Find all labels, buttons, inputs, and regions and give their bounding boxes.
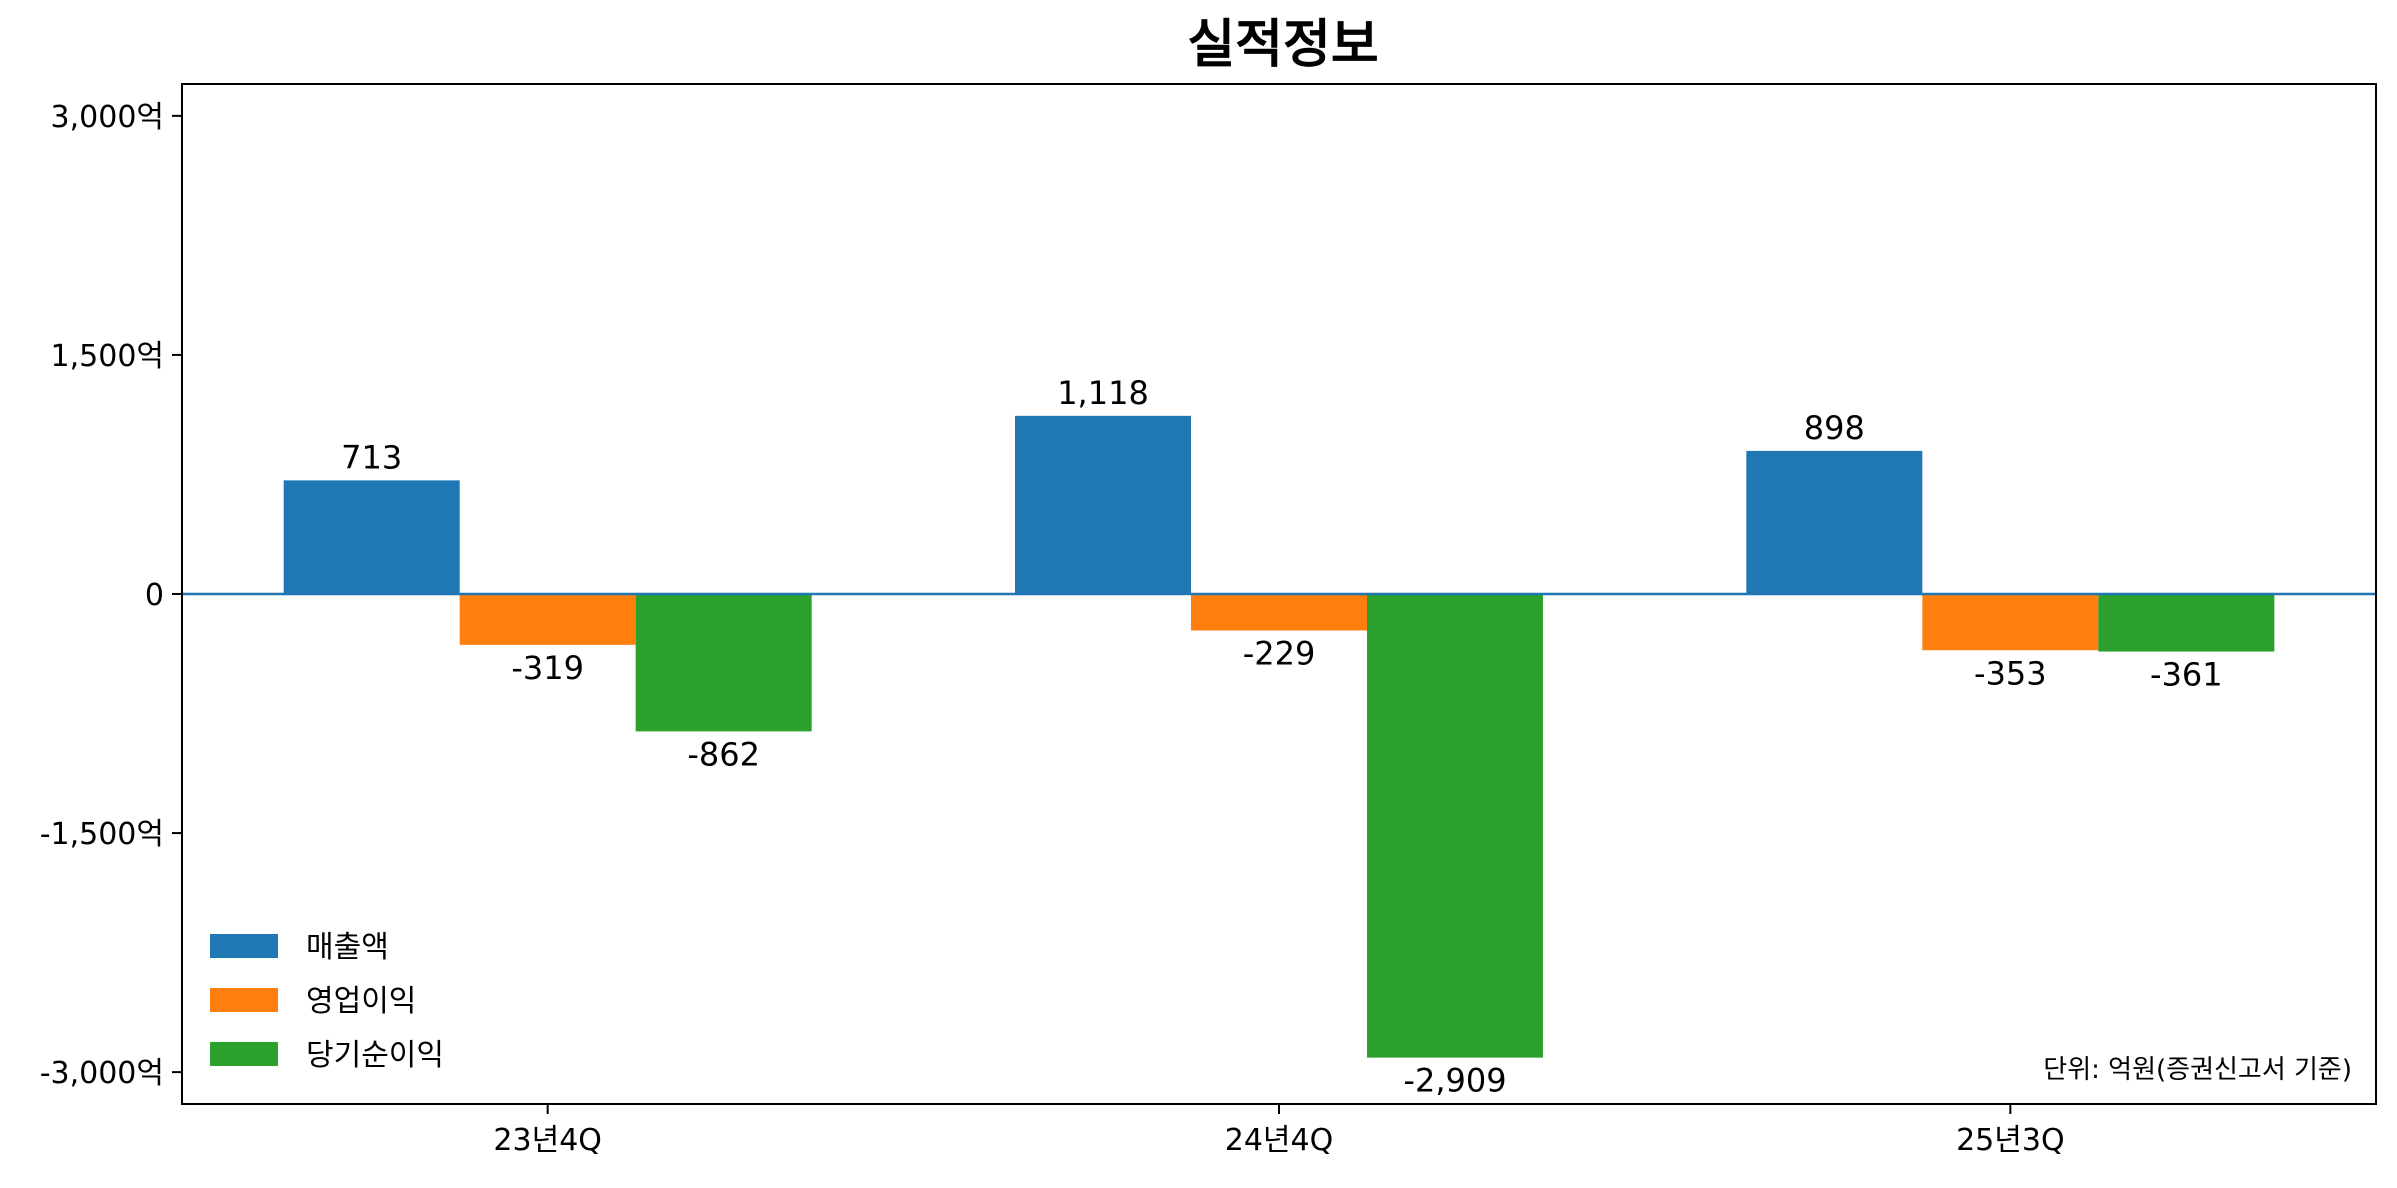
bar-3-1: [635, 594, 812, 732]
bar-2-1: [459, 594, 636, 645]
x-tick-label: 23년4Q: [493, 1123, 601, 1158]
y-tick-label: -1,500억: [40, 817, 164, 852]
unit-note: 단위: 억원(증권신고서 기준): [2043, 1055, 2352, 1085]
bar-1-3: [1746, 450, 1923, 594]
data-label-3-3: -361: [2150, 656, 2223, 694]
bar-2-3: [1922, 594, 2099, 651]
legend-swatch-3: [210, 1042, 278, 1066]
data-label-3-1: -862: [687, 735, 760, 773]
bar-2-2: [1191, 594, 1367, 631]
data-label-2-2: -229: [1243, 634, 1316, 672]
y-axis: 3,000억 1,500억 0 -1,500억 -3,000억: [40, 100, 182, 1091]
y-tick-label: 0: [145, 578, 164, 613]
legend-label-1: 매출액: [306, 930, 389, 965]
data-label-3-2: -2,909: [1403, 1062, 1506, 1100]
x-tick-label: 24년4Q: [1225, 1123, 1333, 1158]
data-labels-layer: 713 -319 -862 1,118 -229 -2,909 898 -353 -361: [341, 374, 2223, 1100]
data-label-1-3: 898: [1804, 409, 1865, 447]
bar-1-1: [283, 480, 460, 594]
data-label-2-1: -319: [511, 649, 584, 687]
y-tick-label: 1,500억: [51, 339, 164, 374]
bars-layer: [283, 415, 2275, 1058]
y-tick-label: -3,000억: [40, 1056, 164, 1091]
x-axis: 23년4Q 24년4Q 25년3Q: [493, 1104, 2065, 1158]
legend-swatch-1: [210, 934, 278, 958]
chart-title: 실적정보: [1187, 15, 1378, 75]
legend-label-2: 영업이익: [306, 984, 416, 1019]
data-label-1-2: 1,118: [1057, 374, 1149, 412]
y-tick-label: 3,000억: [51, 100, 164, 135]
legend-swatch-2: [210, 988, 278, 1012]
bar-3-3: [2098, 594, 2275, 652]
data-label-1-1: 713: [341, 438, 402, 476]
data-label-2-3: -353: [1974, 654, 2047, 692]
bar-3-2: [1367, 594, 1543, 1058]
x-tick-label: 25년3Q: [1956, 1123, 2064, 1158]
legend-label-3: 당기순이익: [306, 1038, 444, 1073]
bar-1-2: [1015, 415, 1191, 594]
